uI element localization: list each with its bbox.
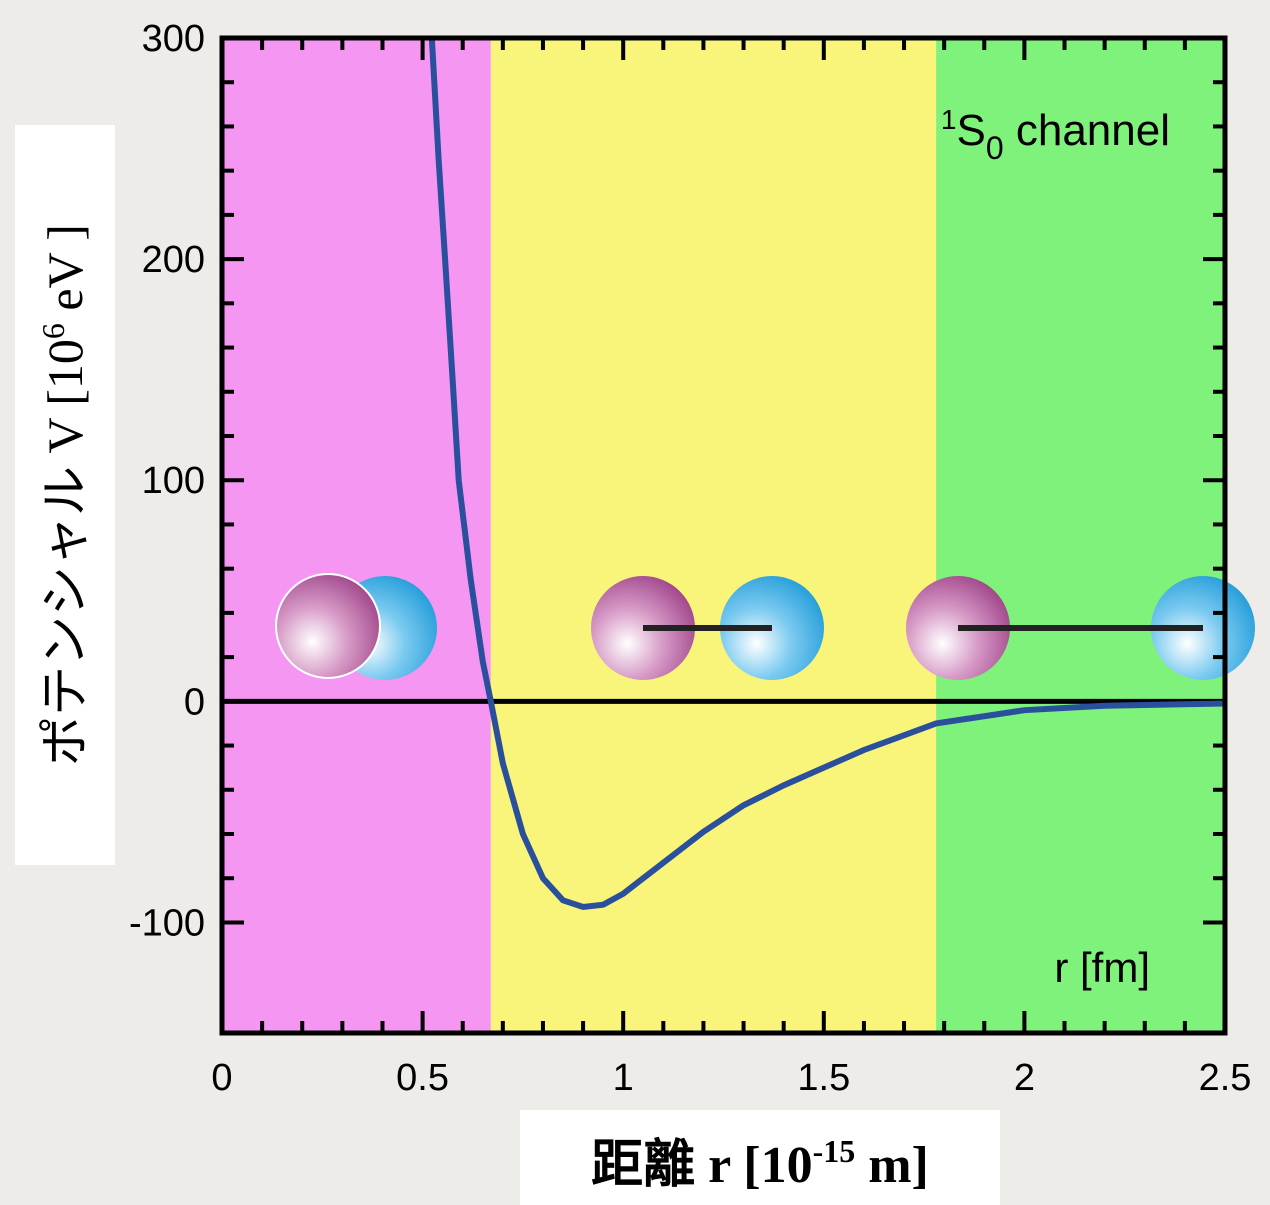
region — [491, 38, 936, 1033]
chart: 1S0 channel r [fm] ポテンシャル V [106 eV ] 距離… — [0, 0, 1270, 1205]
x-axis-label: 距離 r [10-15 m] — [591, 1133, 929, 1194]
x-tick-label: 0 — [211, 1057, 232, 1099]
proton — [276, 574, 380, 678]
y-axis-label: ポテンシャル V [106 eV ] — [35, 224, 93, 766]
y-tick-label: 100 — [142, 460, 205, 502]
x-tick-label: 2 — [1014, 1057, 1035, 1099]
axis-annotation: r [fm] — [1054, 944, 1150, 991]
y-tick-label: -100 — [129, 902, 205, 944]
x-tick-label: 2.5 — [1199, 1057, 1252, 1099]
plot-area — [222, 38, 1225, 1033]
region — [936, 38, 1225, 1033]
y-tick-label: 0 — [184, 681, 205, 723]
x-tick-label: 1.5 — [797, 1057, 850, 1099]
y-tick-label: 300 — [142, 18, 205, 60]
x-tick-label: 1 — [613, 1057, 634, 1099]
region — [222, 38, 491, 1033]
x-tick-label: 0.5 — [396, 1057, 449, 1099]
y-tick-label: 200 — [142, 239, 205, 281]
